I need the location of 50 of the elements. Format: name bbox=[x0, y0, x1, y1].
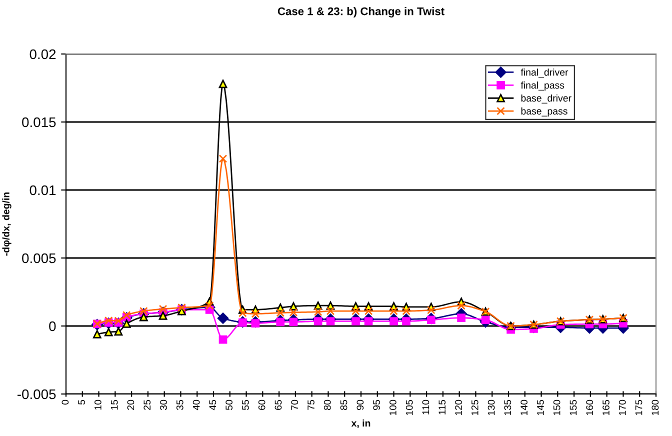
x-tick-label: 170 bbox=[618, 400, 626, 416]
x-tick-label: 160 bbox=[586, 400, 594, 416]
chart-title: Case 1 & 23: b) Change in Twist bbox=[278, 7, 444, 18]
x-tick-label: 135 bbox=[504, 400, 512, 416]
x-tick-label: 145 bbox=[537, 400, 544, 416]
x-tick-label: 65 bbox=[274, 400, 282, 410]
legend-label: final_pass bbox=[520, 82, 564, 91]
x-tick-label: 50 bbox=[226, 400, 232, 410]
x-tick-label: 70 bbox=[291, 400, 298, 410]
legend-label: base_driver bbox=[521, 94, 572, 104]
x-tick-label: 15 bbox=[110, 400, 118, 410]
x-tick-label: 25 bbox=[144, 400, 151, 410]
x-tick-label: 95 bbox=[373, 400, 380, 410]
y-tick-label: 0.015 bbox=[22, 117, 56, 128]
x-tick-label: 90 bbox=[356, 400, 364, 410]
x-tick-label: 130 bbox=[488, 400, 495, 416]
y-tick-label: -0.005 bbox=[18, 389, 56, 400]
x-tick-label: 20 bbox=[127, 400, 134, 410]
y-tick-label: 0.01 bbox=[30, 185, 56, 196]
x-tick-label: 30 bbox=[160, 400, 167, 410]
x-tick-label: 55 bbox=[242, 400, 249, 410]
x-tick-label: 5 bbox=[78, 400, 85, 405]
x-tick-label: 140 bbox=[520, 400, 528, 416]
x-tick-label: 0 bbox=[62, 400, 69, 405]
x-tick-label: 60 bbox=[258, 400, 266, 410]
x-tick-label: 180 bbox=[652, 400, 659, 416]
y-tick-label: 0.02 bbox=[30, 49, 56, 60]
x-tick-label: 10 bbox=[94, 400, 102, 410]
x-tick-label: 45 bbox=[209, 400, 216, 410]
x-tick-label: 40 bbox=[192, 400, 200, 410]
legend-label: final_driver bbox=[520, 68, 568, 78]
x-tick-label: 80 bbox=[324, 400, 331, 410]
x-tick-label: 155 bbox=[570, 400, 577, 416]
y-tick-label: 0.005 bbox=[22, 253, 56, 264]
x-tick-label: 110 bbox=[422, 400, 430, 414]
x-tick-label: 120 bbox=[455, 400, 462, 416]
x-tick-label: 175 bbox=[635, 400, 642, 416]
x-tick-label: 150 bbox=[553, 400, 560, 416]
x-tick-label: 165 bbox=[602, 400, 610, 416]
x-tick-label: 105 bbox=[406, 400, 413, 416]
x-axis-title: x, in bbox=[351, 420, 370, 428]
x-tick-label: 125 bbox=[471, 400, 478, 416]
x-tick-label: 85 bbox=[340, 400, 348, 410]
legend-label: base_pass bbox=[521, 107, 568, 116]
y-tick-label: 0 bbox=[49, 321, 56, 332]
x-tick-label: 35 bbox=[176, 400, 184, 410]
y-axis-title: -dφ/dx, deg/in bbox=[2, 192, 12, 256]
x-tick-label: 115 bbox=[438, 400, 446, 414]
x-tick-label: 100 bbox=[390, 400, 396, 416]
x-tick-label: 75 bbox=[308, 400, 314, 410]
